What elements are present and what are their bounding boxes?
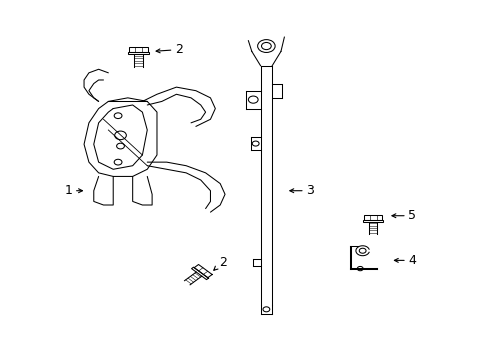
Text: 2: 2 [213,256,226,270]
Bar [129,47,148,52]
Bar [363,220,383,222]
Text: 2: 2 [156,43,183,56]
Text: 5: 5 [391,209,415,222]
Text: 4: 4 [394,254,415,267]
Bar [364,215,382,220]
Bar [128,52,149,54]
Text: 1: 1 [64,184,82,197]
Text: 3: 3 [289,184,313,197]
